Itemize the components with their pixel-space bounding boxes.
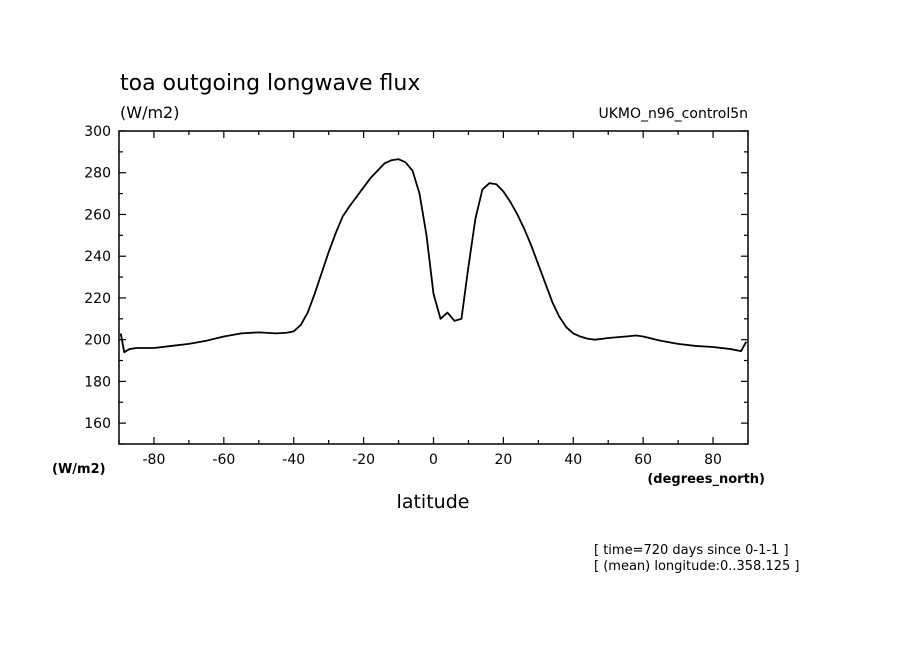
source-label: UKMO_n96_control5n bbox=[598, 106, 748, 122]
x-tick-label: 80 bbox=[704, 452, 722, 468]
x-tick-label: 60 bbox=[634, 452, 652, 468]
y-tick-label: 200 bbox=[84, 333, 111, 349]
y-tick-label: 160 bbox=[84, 416, 111, 432]
x-tick-label: 0 bbox=[429, 452, 438, 468]
tick-labels: -80 -60 -40 -20 0 20 40 60 80 160 180 200 220 240 260 2… bbox=[84, 124, 722, 468]
annotation-longitude: [ (mean) longitude:0..358.125 ] bbox=[594, 559, 799, 574]
x-tick-label: 40 bbox=[564, 452, 582, 468]
title-units: (W/m2) bbox=[120, 103, 179, 122]
y-tick-label: 260 bbox=[84, 207, 111, 223]
x-units-label: (degrees_north) bbox=[647, 472, 765, 487]
y-tick-label: 240 bbox=[84, 249, 111, 265]
y-tick-label: 300 bbox=[84, 124, 111, 140]
y-units-label: (W/m2) bbox=[52, 462, 106, 477]
x-tick-label: -20 bbox=[352, 452, 375, 468]
annotation-time: [ time=720 days since 0-1-1 ] bbox=[594, 543, 789, 558]
y-tick-label: 280 bbox=[84, 166, 111, 182]
x-tick-label: 20 bbox=[494, 452, 512, 468]
y-tick-label: 180 bbox=[84, 374, 111, 390]
chart-title: toa outgoing longwave flux bbox=[120, 71, 420, 96]
x-tick-label: -80 bbox=[143, 452, 166, 468]
axis-ticks bbox=[118, 130, 749, 445]
series-line bbox=[119, 158, 748, 354]
x-tick-label: -60 bbox=[212, 452, 235, 468]
x-axis-label: latitude bbox=[397, 491, 470, 513]
y-tick-label: 220 bbox=[84, 291, 111, 307]
x-tick-label: -40 bbox=[282, 452, 305, 468]
